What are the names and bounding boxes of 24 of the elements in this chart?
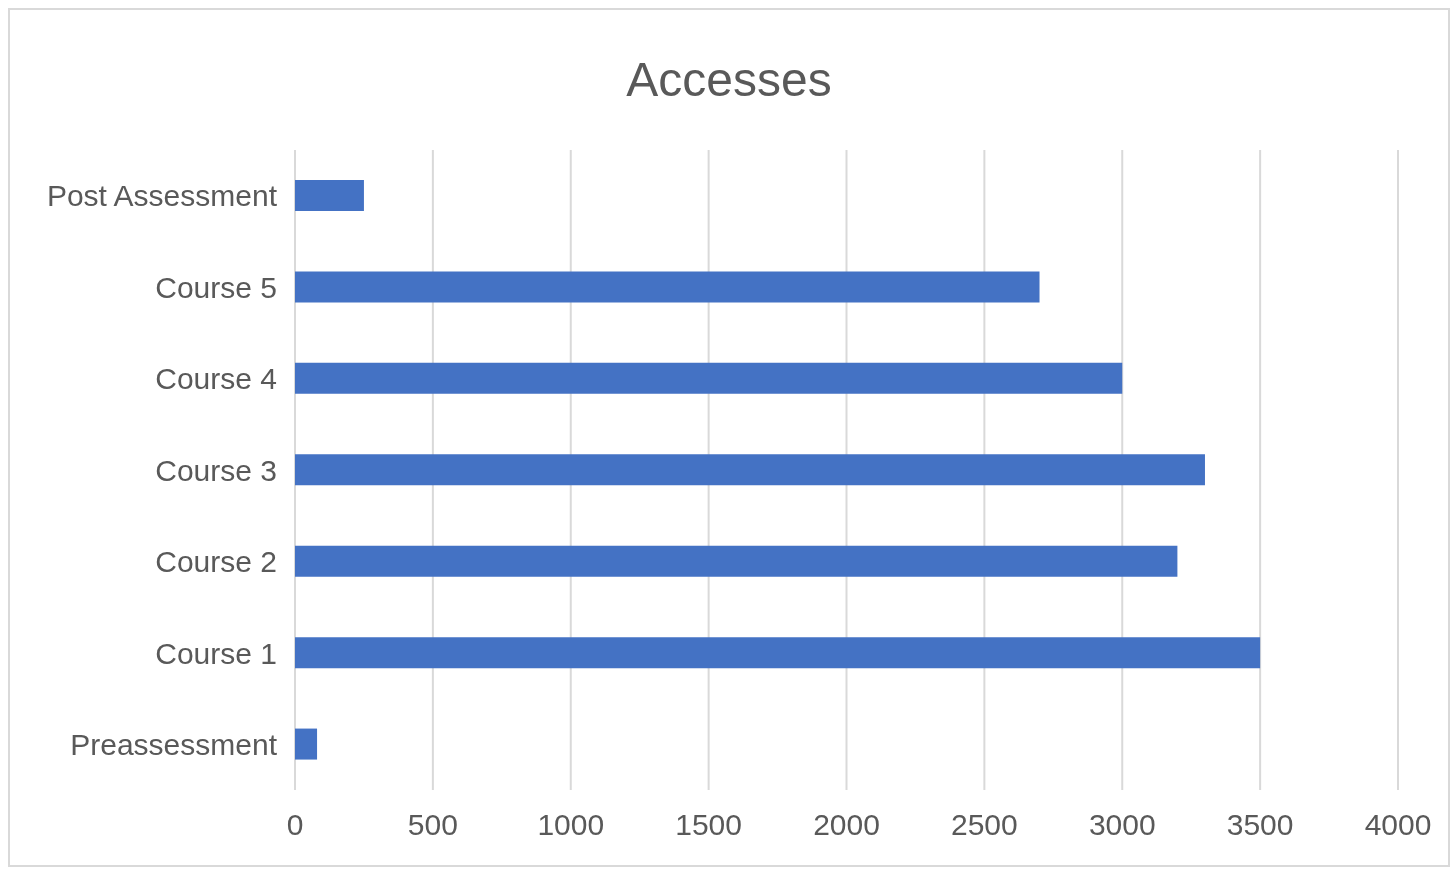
y-tick-label: Post Assessment — [46, 179, 278, 213]
x-tick-label: 3500 — [1226, 808, 1294, 842]
x-tick-label: 1500 — [675, 808, 742, 842]
y-tick-label: Course 1 — [155, 636, 277, 670]
bar — [295, 454, 1205, 486]
x-tick-label: 2000 — [813, 808, 880, 842]
x-tick-label: 0 — [286, 808, 304, 842]
x-tick-label: 4000 — [1364, 808, 1432, 842]
x-tick-label: 500 — [407, 808, 458, 842]
y-tick-label: Course 5 — [155, 270, 277, 304]
chart-title: Accesses — [625, 52, 833, 108]
bar — [295, 362, 1123, 394]
bar — [295, 637, 1261, 669]
y-tick-label: Course 2 — [155, 545, 277, 579]
x-tick-label: 2500 — [951, 808, 1018, 842]
x-tick-label: 3000 — [1088, 808, 1156, 842]
bar — [295, 545, 1178, 577]
bar — [295, 180, 364, 211]
bar — [295, 728, 318, 760]
bar — [295, 271, 1040, 303]
x-tick-label: 1000 — [537, 808, 605, 842]
y-tick-label: Course 3 — [155, 453, 277, 487]
y-tick-label: Preassessment — [70, 727, 278, 761]
y-tick-label: Course 4 — [155, 362, 277, 396]
